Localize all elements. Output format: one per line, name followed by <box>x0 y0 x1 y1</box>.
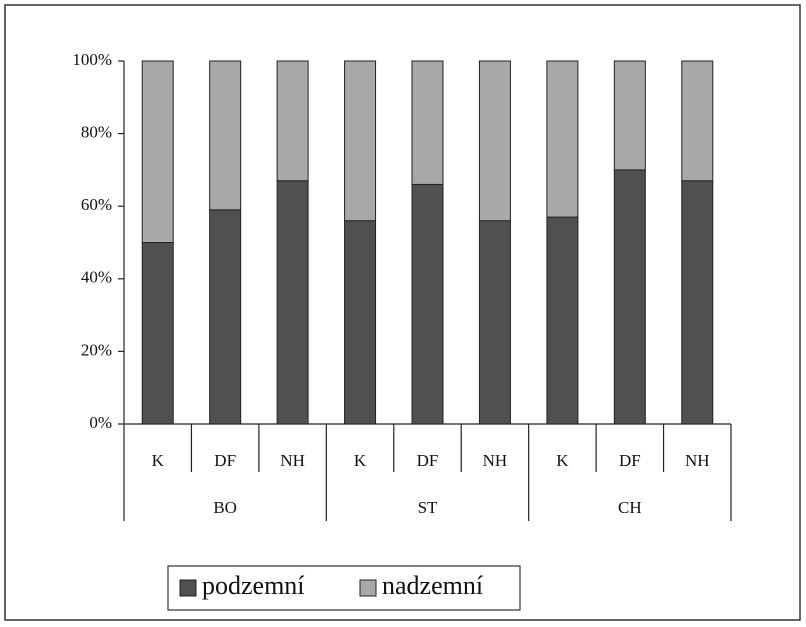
bar-segment <box>613 60 646 171</box>
bar-segment <box>141 60 174 243</box>
y-tick-label: 0% <box>89 413 112 432</box>
y-tick-label: 80% <box>81 123 112 142</box>
bar-segment <box>411 183 444 425</box>
bar-segment <box>681 180 714 425</box>
legend-swatch <box>179 579 197 597</box>
x-tick-label: NH <box>685 451 710 470</box>
group-label: ST <box>418 498 438 517</box>
group-label: BO <box>213 498 237 517</box>
bar-segment <box>276 180 309 425</box>
bar-segment <box>546 60 579 218</box>
y-tick-label: 60% <box>81 195 112 214</box>
x-tick-label: NH <box>483 451 508 470</box>
x-tick-label: DF <box>417 451 439 470</box>
y-tick-label: 100% <box>72 50 112 69</box>
bar-segment <box>478 60 511 222</box>
bar-segment <box>411 60 444 185</box>
bar-segment <box>546 216 579 425</box>
legend-label: nadzemní <box>382 571 483 600</box>
bar-segment <box>344 60 377 222</box>
x-tick-label: DF <box>619 451 641 470</box>
group-label: CH <box>618 498 642 517</box>
bar-segment <box>209 209 242 425</box>
legend-box <box>167 565 521 611</box>
legend-swatch <box>359 579 377 597</box>
bar-segment <box>681 60 714 182</box>
bar-segment <box>344 220 377 425</box>
x-tick-label: K <box>556 451 569 470</box>
chart-border <box>4 4 801 621</box>
x-tick-label: DF <box>214 451 236 470</box>
y-tick-label: 40% <box>81 268 112 287</box>
bar-segment <box>276 60 309 182</box>
bar-segment <box>141 242 174 425</box>
bar-segment <box>613 169 646 425</box>
x-tick-label: K <box>354 451 367 470</box>
bar-segment <box>209 60 242 211</box>
y-tick-label: 20% <box>81 340 112 359</box>
x-tick-label: NH <box>280 451 305 470</box>
bar-segment <box>478 220 511 425</box>
x-tick-label: K <box>152 451 165 470</box>
legend-label: podzemní <box>202 571 305 600</box>
